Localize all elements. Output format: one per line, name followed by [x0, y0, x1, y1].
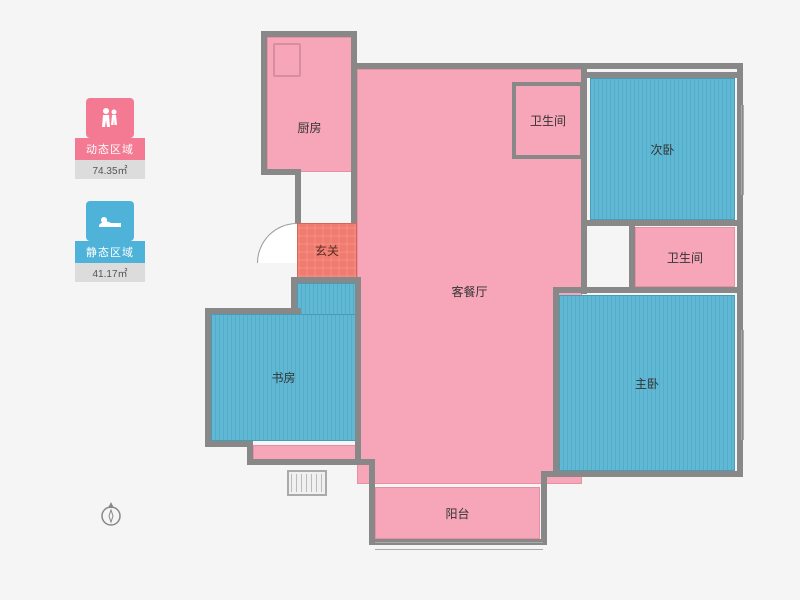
wall [584, 72, 743, 78]
room-kitchen-label: 厨房 [297, 119, 321, 136]
kitchen-fixture [273, 43, 301, 77]
legend-static-value: 41.17㎡ [75, 263, 145, 282]
wall [261, 31, 357, 37]
legend-dynamic-value: 74.35㎡ [75, 160, 145, 179]
room-bedroom2-label: 次卧 [650, 141, 674, 158]
wall [369, 459, 375, 545]
legend-panel: 动态区域 74.35㎡ 静态区域 41.17㎡ [75, 98, 145, 304]
wall [581, 220, 743, 226]
room-bedroom1-label: 主卧 [635, 375, 659, 392]
people-icon [97, 105, 123, 131]
compass-icon [97, 500, 125, 528]
wall [553, 287, 743, 293]
room-study: 书房 [211, 314, 356, 441]
legend-dynamic-block: 动态区域 74.35㎡ [75, 98, 145, 179]
wall [291, 277, 361, 283]
floorplan-container: 厨房 客餐厅 卫生间 次卧 卫生间 玄关 主卧 书房 阳台 [195, 25, 750, 580]
room-entrance-label: 玄关 [315, 242, 339, 259]
wall [261, 31, 267, 175]
room-study-ext [297, 283, 357, 315]
balcony-left-strip [253, 445, 357, 460]
balcony-rail-lines [291, 474, 323, 492]
wall [629, 223, 635, 291]
wall [205, 441, 253, 447]
wall [581, 69, 587, 294]
room-bath2: 卫生间 [635, 227, 735, 287]
wall [351, 63, 357, 223]
wall [295, 175, 301, 223]
master-window [741, 330, 744, 440]
room-bedroom2: 次卧 [590, 78, 735, 220]
wall [553, 287, 559, 475]
sleep-icon [97, 211, 123, 231]
bedroom2-window [741, 105, 744, 195]
room-living-label: 客餐厅 [451, 283, 487, 300]
room-entrance: 玄关 [297, 223, 357, 278]
room-bedroom1: 主卧 [559, 295, 735, 471]
wall [541, 471, 547, 545]
entrance-door-arc [257, 223, 297, 263]
wall [205, 308, 211, 446]
wall [737, 221, 743, 291]
wall [355, 283, 361, 463]
legend-static-block: 静态区域 41.17㎡ [75, 201, 145, 282]
room-bath2-label: 卫生间 [667, 249, 703, 266]
room-bath1-label: 卫生间 [530, 112, 566, 129]
legend-dynamic-icon [86, 98, 134, 138]
legend-static-icon [86, 201, 134, 241]
room-bath1: 卫生间 [512, 82, 584, 159]
legend-dynamic-label: 动态区域 [75, 138, 145, 160]
room-balcony-label: 阳台 [445, 505, 469, 522]
room-balcony: 阳台 [375, 487, 540, 539]
balcony-glass [375, 542, 543, 550]
room-study-label: 书房 [271, 369, 295, 386]
legend-static-label: 静态区域 [75, 241, 145, 263]
wall [205, 308, 301, 314]
wall [541, 471, 743, 477]
wall [351, 63, 743, 69]
